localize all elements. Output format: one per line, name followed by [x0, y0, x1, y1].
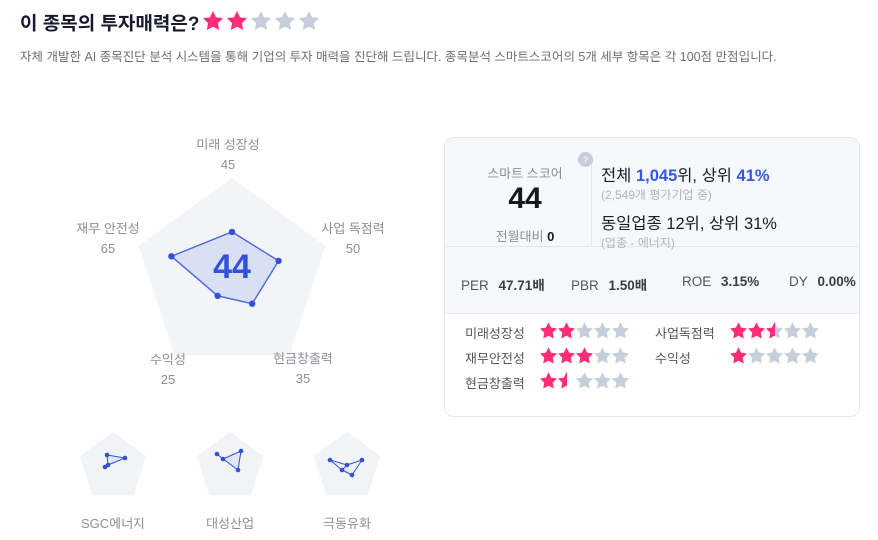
svg-text:?: ?: [583, 155, 588, 166]
svg-text:44: 44: [213, 248, 251, 286]
